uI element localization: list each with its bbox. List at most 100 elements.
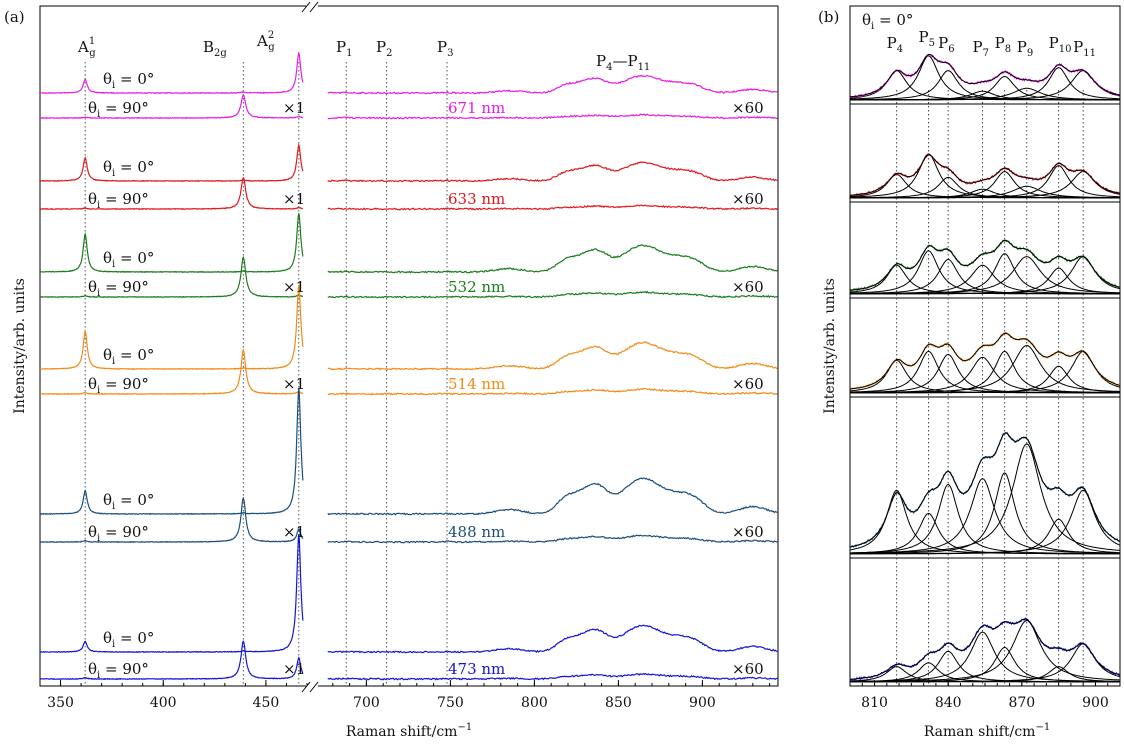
- spectrum-cross-high-488-nm: [327, 534, 778, 544]
- panel-a-x-ticks: 350 400 450 700 750 800 850 900: [47, 680, 771, 711]
- peak-label-B2g: B2g: [203, 38, 227, 59]
- spectrum-parallel-high-473-nm: [327, 624, 778, 654]
- multiplier-high: ×60: [732, 99, 764, 117]
- fit-envelope: [849, 154, 1120, 196]
- fit-component: [849, 256, 1121, 295]
- theta-90-label: θi = 90°: [88, 190, 149, 211]
- fit-component: [849, 344, 1120, 394]
- panel-a-label: (a): [4, 8, 25, 26]
- axis-break-mark: [309, 1, 319, 13]
- panel-a-frame: [39, 5, 779, 687]
- wavelength-label: 532 nm: [448, 278, 505, 296]
- spectrum-data-473-nm: [849, 616, 1121, 681]
- spectrum-data-488-nm: [849, 431, 1120, 548]
- theta-90-label: θi = 90°: [88, 375, 149, 396]
- peak-label-P4: P4: [887, 34, 903, 55]
- fit-component: [850, 489, 1121, 555]
- multiplier-high: ×60: [732, 278, 764, 296]
- fit-component: [850, 350, 1121, 394]
- multiplier-high: ×60: [732, 660, 764, 678]
- x-tick-label: 800: [521, 695, 548, 711]
- peak-label-P10: P10: [1049, 34, 1072, 55]
- peak-label-P2: P2: [376, 38, 392, 59]
- theta-0-label: θi = 0°: [103, 629, 154, 650]
- fit-component: [850, 646, 1120, 683]
- fit-component: [850, 87, 1120, 101]
- axis-break-mark: [309, 681, 319, 693]
- panel-b-theta-label: θi = 0°: [862, 11, 913, 32]
- fit-envelope: [849, 332, 1120, 390]
- peak-label-P4P11: P4—P11: [596, 52, 650, 73]
- peak-label-P11: P11: [1073, 38, 1096, 59]
- fit-component: [850, 256, 1121, 295]
- x-tick-label: 850: [605, 695, 632, 711]
- theta-90-label: θi = 90°: [88, 660, 149, 681]
- multiplier-low: ×1: [283, 99, 305, 117]
- panel-b-x-ticks: 810 840 870 900: [861, 680, 1121, 711]
- fit-component: [850, 631, 1120, 682]
- spectrum-parallel-low-532-nm: [39, 213, 304, 273]
- peak-label-P5: P5: [919, 28, 935, 49]
- theta-90-label: θi = 90°: [88, 99, 149, 120]
- theta-0-label: θi = 0°: [103, 346, 154, 367]
- spectrum-parallel-low-488-nm: [39, 387, 304, 516]
- theta-0-label: θi = 0°: [103, 249, 154, 270]
- x-tick-label: 750: [437, 695, 464, 711]
- panel-b-x-axis-title: Raman shift/cm−1: [924, 722, 1050, 740]
- multiplier-high: ×60: [732, 523, 764, 541]
- fit-envelope: [850, 618, 1120, 680]
- x-tick-label: 350: [47, 695, 74, 711]
- spectrum-parallel-high-671-nm: [327, 74, 778, 95]
- panel-b-y-axis-title: Intensity/arb. units: [822, 278, 838, 414]
- fit-envelope: [849, 432, 1121, 548]
- theta-0-label: θi = 0°: [103, 158, 154, 179]
- fit-component: [850, 666, 1120, 683]
- fit-component: [850, 518, 1121, 555]
- spectrum-cross-high-532-nm: [327, 290, 778, 299]
- fit-component: [850, 353, 1120, 394]
- spectrum-cross-low-488-nm: [39, 496, 304, 544]
- fit-component: [850, 478, 1120, 554]
- wavelength-label: 671 nm: [448, 99, 505, 117]
- multiplier-high: ×60: [732, 190, 764, 208]
- wavelength-label: 633 nm: [448, 190, 505, 208]
- multiplier-low: ×1: [283, 375, 305, 393]
- peak-label-P9: P9: [1017, 38, 1033, 59]
- spectrum-parallel-low-473-nm: [39, 534, 304, 654]
- spectrum-cross-high-671-nm: [327, 113, 778, 120]
- wavelength-label: 514 nm: [448, 375, 505, 393]
- panel-a-x-axis-title: Raman shift/cm−1: [346, 722, 472, 740]
- axis-break-mark: [301, 681, 311, 693]
- peak-label-Ag2: A2 g: [256, 30, 275, 53]
- spectrum-parallel-low-633-nm: [40, 142, 304, 183]
- fit-component: [850, 75, 1120, 101]
- multiplier-low: ×1: [283, 660, 305, 678]
- fit-component: [850, 356, 1120, 394]
- peak-label-P7: P7: [973, 38, 989, 59]
- fit-component: [850, 170, 1121, 199]
- spectrum-cross-high-473-nm: [327, 672, 778, 681]
- theta-0-label: θi = 0°: [103, 70, 154, 91]
- panel-b-plot: [849, 53, 1121, 686]
- x-tick-label: 450: [253, 695, 280, 711]
- spectrum-parallel-low-514-nm: [39, 285, 304, 371]
- spectrum-parallel-high-488-nm: [327, 477, 778, 516]
- fit-component: [850, 512, 1120, 555]
- multiplier-low: ×1: [283, 190, 305, 208]
- panel-b-label: (b): [818, 8, 839, 26]
- spectrum-parallel-high-514-nm: [327, 341, 778, 371]
- spectrum-parallel-high-532-nm: [327, 244, 778, 274]
- spectrum-parallel-low-671-nm: [39, 51, 304, 95]
- theta-0-label: θi = 0°: [103, 491, 154, 512]
- panel-a-y-axis-title: Intensity/arb. units: [12, 278, 28, 414]
- fit-component: [850, 176, 1120, 199]
- x-tick-label: 400: [150, 695, 177, 711]
- spectrum-data-514-nm: [849, 331, 1121, 391]
- spectrum-cross-low-671-nm: [39, 94, 304, 120]
- peak-label-P1: P1: [336, 38, 352, 59]
- panel-a-plot: [39, 1, 778, 693]
- spectrum-cross-low-532-nm: [39, 255, 304, 299]
- fit-component: [850, 643, 1121, 683]
- x-tick-label: 900: [1082, 695, 1109, 711]
